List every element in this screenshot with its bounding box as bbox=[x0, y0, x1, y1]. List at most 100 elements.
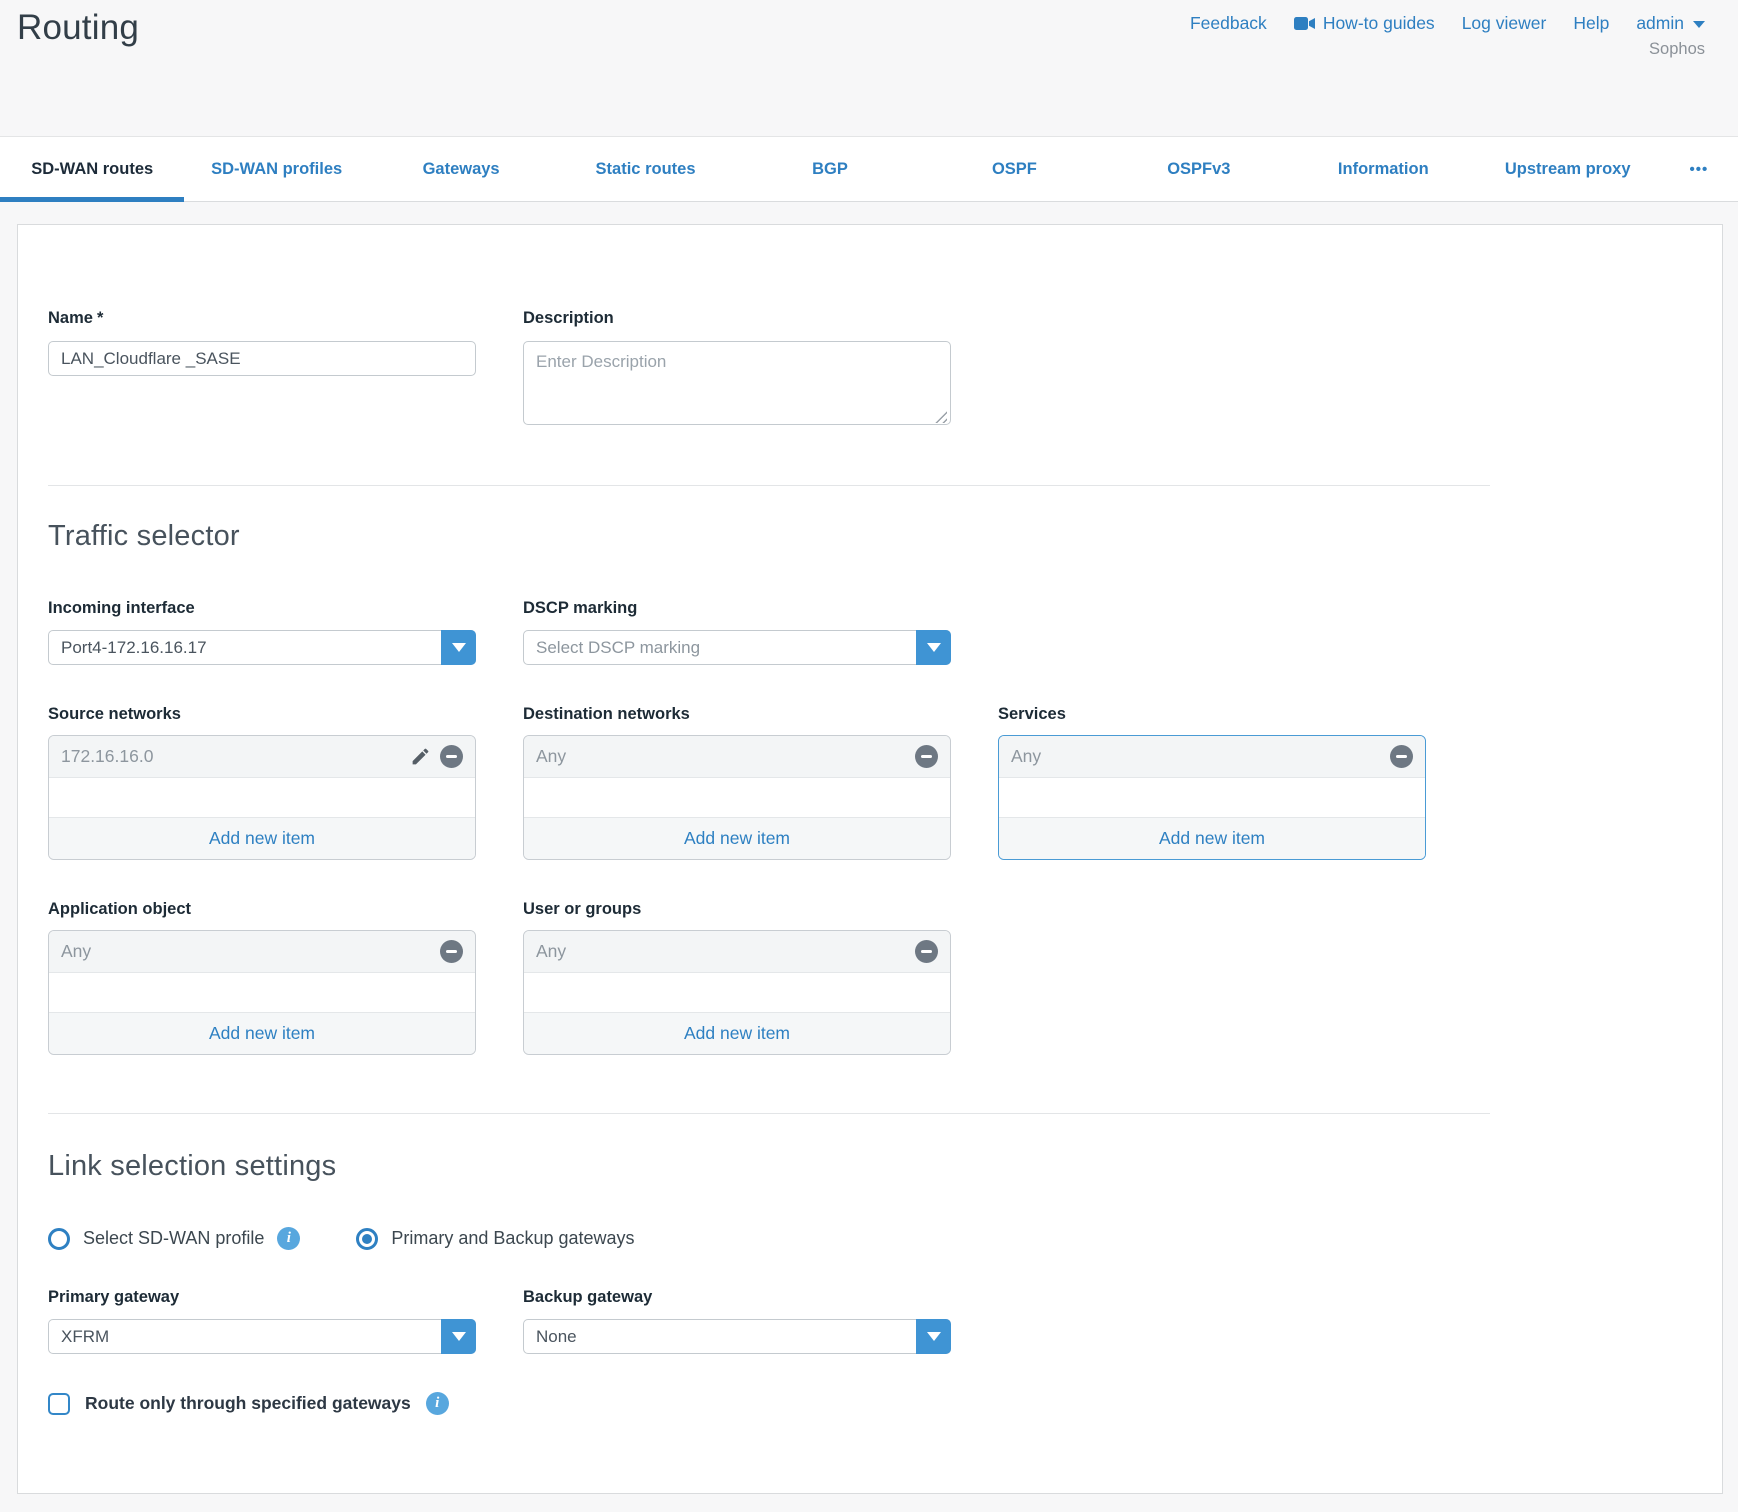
remove-item-icon[interactable] bbox=[915, 940, 938, 963]
incoming-interface-select[interactable]: Port4-172.16.16.17 bbox=[48, 630, 476, 665]
edit-pencil-icon[interactable] bbox=[410, 746, 431, 767]
page-title: Routing bbox=[17, 8, 140, 47]
radio-label: Select SD-WAN profile bbox=[83, 1228, 265, 1248]
link-selection-heading: Link selection settings bbox=[48, 1150, 337, 1182]
item-list-empty-area bbox=[524, 778, 950, 817]
tab-upstream-proxy[interactable]: Upstream proxy bbox=[1504, 159, 1631, 178]
dscp-marking-select[interactable]: Select DSCP marking bbox=[523, 630, 951, 665]
list-item: 172.16.16.0 bbox=[49, 736, 475, 778]
header-links: Feedback How-to guides Log viewer Help a… bbox=[1190, 13, 1705, 34]
user-groups-label: User or groups bbox=[523, 900, 642, 918]
info-icon[interactable] bbox=[425, 1392, 449, 1415]
howto-guides-label: How-to guides bbox=[1322, 13, 1435, 33]
remove-item-icon[interactable] bbox=[915, 745, 938, 768]
name-label: Name * bbox=[48, 309, 104, 327]
list-item: Any bbox=[999, 736, 1425, 778]
tab-bar: SD-WAN routes SD-WAN profiles Gateways S… bbox=[0, 136, 1738, 202]
route-only-row: Route only through specified gateways bbox=[48, 1392, 1490, 1415]
description-textarea[interactable] bbox=[523, 341, 951, 425]
tab-sd-wan-routes[interactable]: SD-WAN routes bbox=[0, 137, 185, 202]
dscp-marking-placeholder: Select DSCP marking bbox=[536, 637, 701, 657]
info-icon[interactable] bbox=[277, 1227, 301, 1250]
item-list-empty-area bbox=[49, 778, 475, 817]
name-description-row: Name* Description bbox=[48, 309, 1490, 430]
remove-item-icon[interactable] bbox=[440, 745, 463, 768]
backup-gateway-value: None bbox=[536, 1326, 577, 1346]
tab-sd-wan-profiles[interactable]: SD-WAN profiles bbox=[211, 159, 343, 178]
tab-static-routes[interactable]: Static routes bbox=[595, 159, 696, 178]
interface-dscp-row: Incoming interface Port4-172.16.16.17 DS… bbox=[48, 599, 1490, 665]
item-list-empty-area bbox=[524, 973, 950, 1012]
item-list-empty-area bbox=[999, 778, 1425, 817]
source-networks-box: 172.16.16.0 Add new item bbox=[48, 735, 476, 860]
add-new-item-button[interactable]: Add new item bbox=[49, 1012, 475, 1054]
traffic-selector-heading: Traffic selector bbox=[48, 520, 240, 552]
divider bbox=[48, 1113, 1490, 1114]
tab-ospfv3[interactable]: OSPFv3 bbox=[1167, 159, 1231, 178]
gateway-row: Primary gateway XFRM Backup gateway None bbox=[48, 1288, 1490, 1354]
chevron-down-icon bbox=[1693, 21, 1705, 28]
radio-icon[interactable] bbox=[48, 1227, 70, 1250]
source-networks-label: Source networks bbox=[48, 705, 181, 723]
add-new-item-button[interactable]: Add new item bbox=[524, 817, 950, 859]
remove-item-icon[interactable] bbox=[1390, 745, 1413, 768]
item-list-empty-area bbox=[49, 973, 475, 1012]
tab-gateways[interactable]: Gateways bbox=[422, 159, 500, 178]
tab-ospf[interactable]: OSPF bbox=[991, 159, 1037, 178]
tab-information[interactable]: Information bbox=[1337, 159, 1429, 178]
dropdown-arrow-icon[interactable] bbox=[441, 630, 476, 665]
dscp-marking-label: DSCP marking bbox=[523, 599, 638, 617]
help-link[interactable]: Help bbox=[1573, 13, 1610, 33]
backup-gateway-select[interactable]: None bbox=[523, 1319, 951, 1354]
radio-label: Primary and Backup gateways bbox=[391, 1228, 635, 1248]
route-only-checkbox[interactable] bbox=[48, 1392, 70, 1415]
radio-primary-backup-gateways[interactable]: Primary and Backup gateways bbox=[356, 1227, 635, 1250]
list-item: Any bbox=[49, 931, 475, 973]
video-camera-icon bbox=[1293, 16, 1316, 31]
add-new-item-button[interactable]: Add new item bbox=[524, 1012, 950, 1054]
services-box: Any Add new item bbox=[998, 735, 1426, 860]
service-value: Any bbox=[1011, 746, 1042, 766]
link-selection-radios: Select SD-WAN profile Primary and Backup… bbox=[48, 1227, 1490, 1250]
application-object-value: Any bbox=[61, 941, 92, 961]
application-object-box: Any Add new item bbox=[48, 930, 476, 1055]
remove-item-icon[interactable] bbox=[440, 940, 463, 963]
application-object-label: Application object bbox=[48, 900, 192, 918]
divider bbox=[48, 485, 1490, 486]
dropdown-arrow-icon[interactable] bbox=[441, 1319, 476, 1354]
radio-icon[interactable] bbox=[356, 1227, 379, 1250]
admin-label: admin bbox=[1636, 13, 1684, 33]
incoming-interface-value: Port4-172.16.16.17 bbox=[61, 637, 207, 657]
user-groups-value: Any bbox=[536, 941, 567, 961]
tab-more[interactable]: ••• bbox=[1689, 160, 1709, 178]
howto-guides-link[interactable]: How-to guides bbox=[1293, 13, 1435, 34]
destination-networks-box: Any Add new item bbox=[523, 735, 951, 860]
org-name: Sophos bbox=[1649, 40, 1705, 58]
incoming-interface-label: Incoming interface bbox=[48, 599, 195, 617]
add-new-item-button[interactable]: Add new item bbox=[49, 817, 475, 859]
list-item: Any bbox=[524, 736, 950, 778]
top-header: Routing Feedback How-to guides Log viewe… bbox=[0, 0, 1738, 136]
list-item: Any bbox=[524, 931, 950, 973]
route-only-label[interactable]: Route only through specified gateways bbox=[85, 1393, 411, 1413]
log-viewer-link[interactable]: Log viewer bbox=[1461, 13, 1547, 33]
primary-gateway-value: XFRM bbox=[61, 1326, 110, 1346]
destination-networks-label: Destination networks bbox=[523, 705, 690, 723]
radio-select-sd-wan-profile[interactable]: Select SD-WAN profile bbox=[48, 1227, 301, 1250]
primary-gateway-select[interactable]: XFRM bbox=[48, 1319, 476, 1354]
user-groups-box: Any Add new item bbox=[523, 930, 951, 1055]
admin-menu[interactable]: admin bbox=[1636, 13, 1705, 34]
tab-bgp[interactable]: BGP bbox=[812, 159, 848, 178]
networks-row: Source networks 172.16.16.0 Add new item bbox=[48, 705, 1490, 860]
add-new-item-button[interactable]: Add new item bbox=[999, 817, 1425, 859]
backup-gateway-label: Backup gateway bbox=[523, 1288, 653, 1306]
feedback-link[interactable]: Feedback bbox=[1189, 13, 1267, 33]
source-network-value: 172.16.16.0 bbox=[61, 746, 154, 766]
services-label: Services bbox=[998, 705, 1066, 723]
name-input[interactable] bbox=[48, 341, 476, 376]
route-form-card: Name* Description Traffic selector Incom… bbox=[17, 224, 1723, 1494]
app-user-row: Application object Any Add new item User… bbox=[48, 900, 1490, 1055]
dropdown-arrow-icon[interactable] bbox=[916, 1319, 951, 1354]
destination-network-value: Any bbox=[536, 746, 567, 766]
dropdown-arrow-icon[interactable] bbox=[916, 630, 951, 665]
